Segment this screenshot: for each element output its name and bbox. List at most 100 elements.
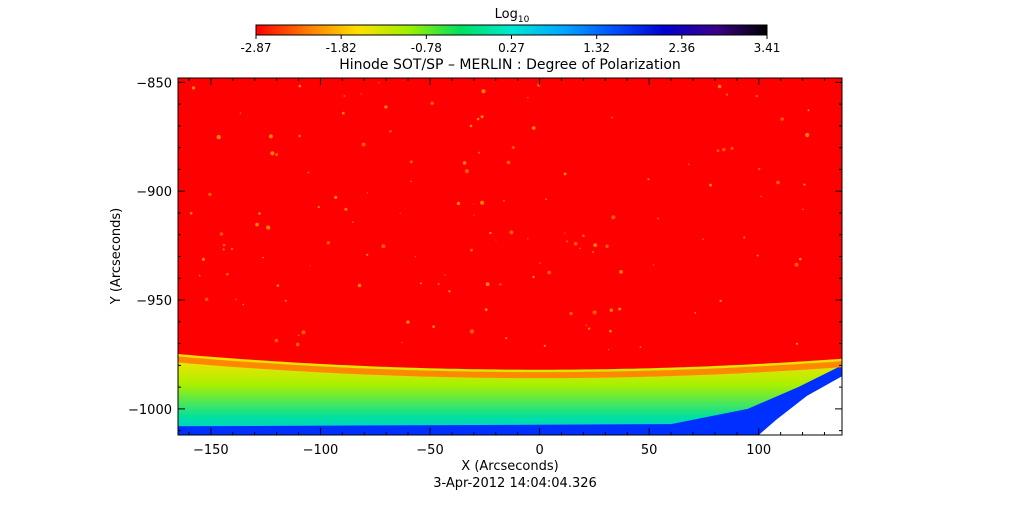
speckle — [527, 237, 529, 240]
speckle — [258, 212, 261, 215]
speckle — [231, 248, 233, 250]
speckle — [469, 124, 473, 128]
speckle — [755, 94, 758, 98]
speckle — [406, 320, 410, 324]
y-axis: −850 −900 −950 −1000 — [128, 76, 842, 432]
speckle — [480, 115, 484, 119]
speckle — [268, 134, 273, 139]
speckle — [352, 221, 354, 223]
speckle — [414, 255, 417, 258]
speckle — [205, 297, 209, 301]
speckle — [317, 206, 320, 209]
speckle — [266, 225, 271, 230]
speckle — [208, 192, 212, 197]
speckle — [609, 329, 612, 333]
speckle — [298, 334, 300, 337]
x-tick-label: −50 — [416, 443, 443, 458]
speckle — [527, 97, 529, 99]
speckle — [477, 151, 481, 154]
speckle — [573, 241, 578, 246]
speckle — [794, 262, 799, 267]
speckle — [430, 101, 434, 105]
x-tick-label: 100 — [746, 443, 771, 458]
speckle — [262, 256, 264, 259]
speckle — [419, 282, 422, 285]
speckle — [639, 346, 642, 348]
speckle — [456, 201, 461, 206]
speckle — [719, 299, 722, 303]
speckle — [410, 180, 412, 183]
speckle — [511, 146, 515, 149]
solar-disk-region — [178, 78, 842, 370]
speckle — [366, 192, 369, 194]
speckle — [357, 283, 362, 288]
speckle — [409, 160, 413, 164]
colorbar-strip — [255, 24, 768, 36]
speckle — [543, 344, 546, 347]
speckle — [481, 89, 486, 94]
speckle — [569, 311, 573, 316]
speckle — [326, 241, 331, 245]
chart-title: Hinode SOT/SP – MERLIN : Degree of Polar… — [339, 57, 681, 73]
speckle — [389, 130, 392, 133]
speckle — [360, 93, 362, 95]
colorbar-tick-label: 0.27 — [498, 41, 525, 55]
y-tick-label: −850 — [136, 76, 172, 91]
speckle — [593, 243, 598, 248]
speckle — [795, 342, 799, 345]
speckle — [618, 307, 622, 311]
speckle — [565, 240, 569, 243]
speckle — [717, 84, 722, 89]
speckle — [216, 134, 221, 140]
speckle — [432, 325, 435, 328]
speckle — [235, 298, 237, 301]
speckle — [469, 329, 475, 334]
speckle — [607, 349, 610, 351]
speckle — [295, 342, 300, 347]
speckle — [298, 134, 302, 138]
speckle — [242, 303, 245, 306]
speckle — [532, 275, 535, 279]
speckle — [309, 265, 311, 267]
speckle — [341, 111, 345, 115]
speckle — [709, 183, 712, 187]
speckle — [307, 171, 310, 174]
speckle — [609, 308, 613, 312]
speckle — [563, 172, 567, 176]
speckle — [274, 338, 279, 343]
colorbar-label-base: Log — [495, 7, 518, 22]
speckle — [219, 232, 224, 236]
speckle — [694, 312, 697, 314]
speckle — [611, 215, 616, 220]
speckle — [760, 195, 762, 197]
speckle — [448, 290, 451, 293]
speckle — [619, 270, 623, 274]
speckle — [384, 105, 388, 109]
speckle — [716, 149, 720, 153]
colorbar-label-sub: 10 — [518, 15, 530, 25]
x-tick-label: −100 — [303, 443, 339, 458]
colorbar-tick-label: 3.41 — [754, 41, 781, 55]
speckle — [222, 243, 226, 247]
speckle — [564, 232, 566, 234]
speckle — [437, 282, 440, 286]
speckle — [545, 198, 547, 200]
x-tick-label: 50 — [641, 443, 658, 458]
speckle — [381, 244, 386, 249]
speckle — [506, 160, 511, 165]
speckle — [539, 262, 541, 264]
speckle — [270, 151, 275, 156]
speckle — [611, 116, 614, 119]
speckle — [647, 178, 650, 181]
speckle — [284, 299, 287, 302]
speckle — [802, 208, 804, 211]
speckle — [722, 147, 726, 152]
speckle — [805, 132, 810, 138]
colorbar-tick-label: 2.36 — [668, 41, 695, 55]
colorbar: Log10 -2.87 -1.82 -0.78 0.27 1.32 2.36 3.41 — [240, 7, 780, 55]
speckle — [201, 257, 205, 261]
speckle — [361, 142, 366, 147]
speckle — [587, 327, 591, 330]
speckle — [462, 161, 467, 165]
speckle — [399, 212, 401, 215]
